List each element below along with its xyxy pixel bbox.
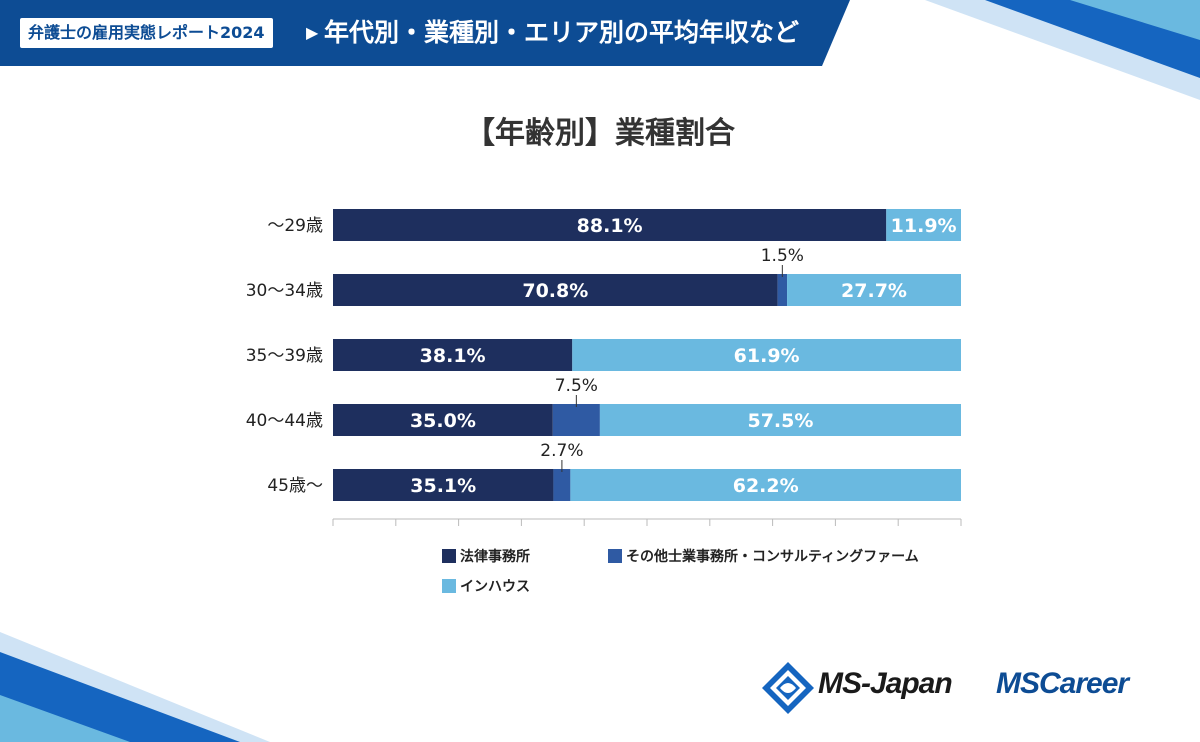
legend-label-in-house: インハウス <box>460 579 530 595</box>
arrow-icon: ▶ <box>306 23 319 42</box>
data-label: 1.5% <box>761 246 804 266</box>
category-label: 30〜34歳 <box>246 281 323 301</box>
data-label: 27.7% <box>841 280 907 302</box>
data-label: 61.9% <box>734 345 800 367</box>
chart-title: 【年齢別】業種割合 <box>465 116 735 151</box>
category-label: 〜29歳 <box>267 216 323 236</box>
header-title: 年代別・業種別・エリア別の平均年収など <box>324 18 800 47</box>
data-label: 35.1% <box>410 475 476 497</box>
legend-label-other-firm: その他士業事務所・コンサルティングファーム <box>626 549 919 565</box>
data-label: 88.1% <box>577 215 643 237</box>
data-label: 2.7% <box>540 441 583 461</box>
data-label: 57.5% <box>747 410 813 432</box>
bar-segment <box>553 469 571 501</box>
data-label: 11.9% <box>891 215 957 237</box>
bar-segment <box>886 209 961 241</box>
legend-item-other-firm: その他士業事務所・コンサルティングファーム <box>608 546 919 566</box>
data-label: 70.8% <box>522 280 588 302</box>
legend-item-in-house: インハウス <box>442 576 530 596</box>
legend-label-law-firm: 法律事務所 <box>460 549 530 565</box>
category-label: 35〜39歳 <box>246 346 323 366</box>
report-tag: 弁護士の雇用実態レポート2024 <box>20 18 273 48</box>
legend-swatch-in-house <box>442 579 456 593</box>
bar-segment <box>333 339 573 371</box>
data-label: 62.2% <box>733 475 799 497</box>
category-label: 45歳〜 <box>267 476 323 496</box>
bar-segment <box>570 469 961 501</box>
bar-segment <box>572 339 961 371</box>
data-label: 35.0% <box>410 410 476 432</box>
data-label: 7.5% <box>555 376 598 396</box>
bar-segment <box>777 274 788 306</box>
bar-segment <box>333 274 778 306</box>
ms-career-logo: MSCareer <box>996 667 1129 700</box>
legend-item-law-firm: 法律事務所 <box>442 546 530 566</box>
bar-segment <box>333 404 553 436</box>
bar-segment <box>552 404 600 436</box>
category-label: 40〜44歳 <box>246 411 323 431</box>
legend-swatch-law-firm <box>442 549 456 563</box>
legend-swatch-other-firm <box>608 549 622 563</box>
bar-segment <box>599 404 961 436</box>
bar-segment <box>787 274 961 306</box>
ms-japan-logo-icon <box>762 662 814 714</box>
bar-segment <box>333 209 887 241</box>
bar-segment <box>333 469 554 501</box>
data-label: 38.1% <box>420 345 486 367</box>
ms-japan-logo: MS-Japan <box>818 667 953 700</box>
